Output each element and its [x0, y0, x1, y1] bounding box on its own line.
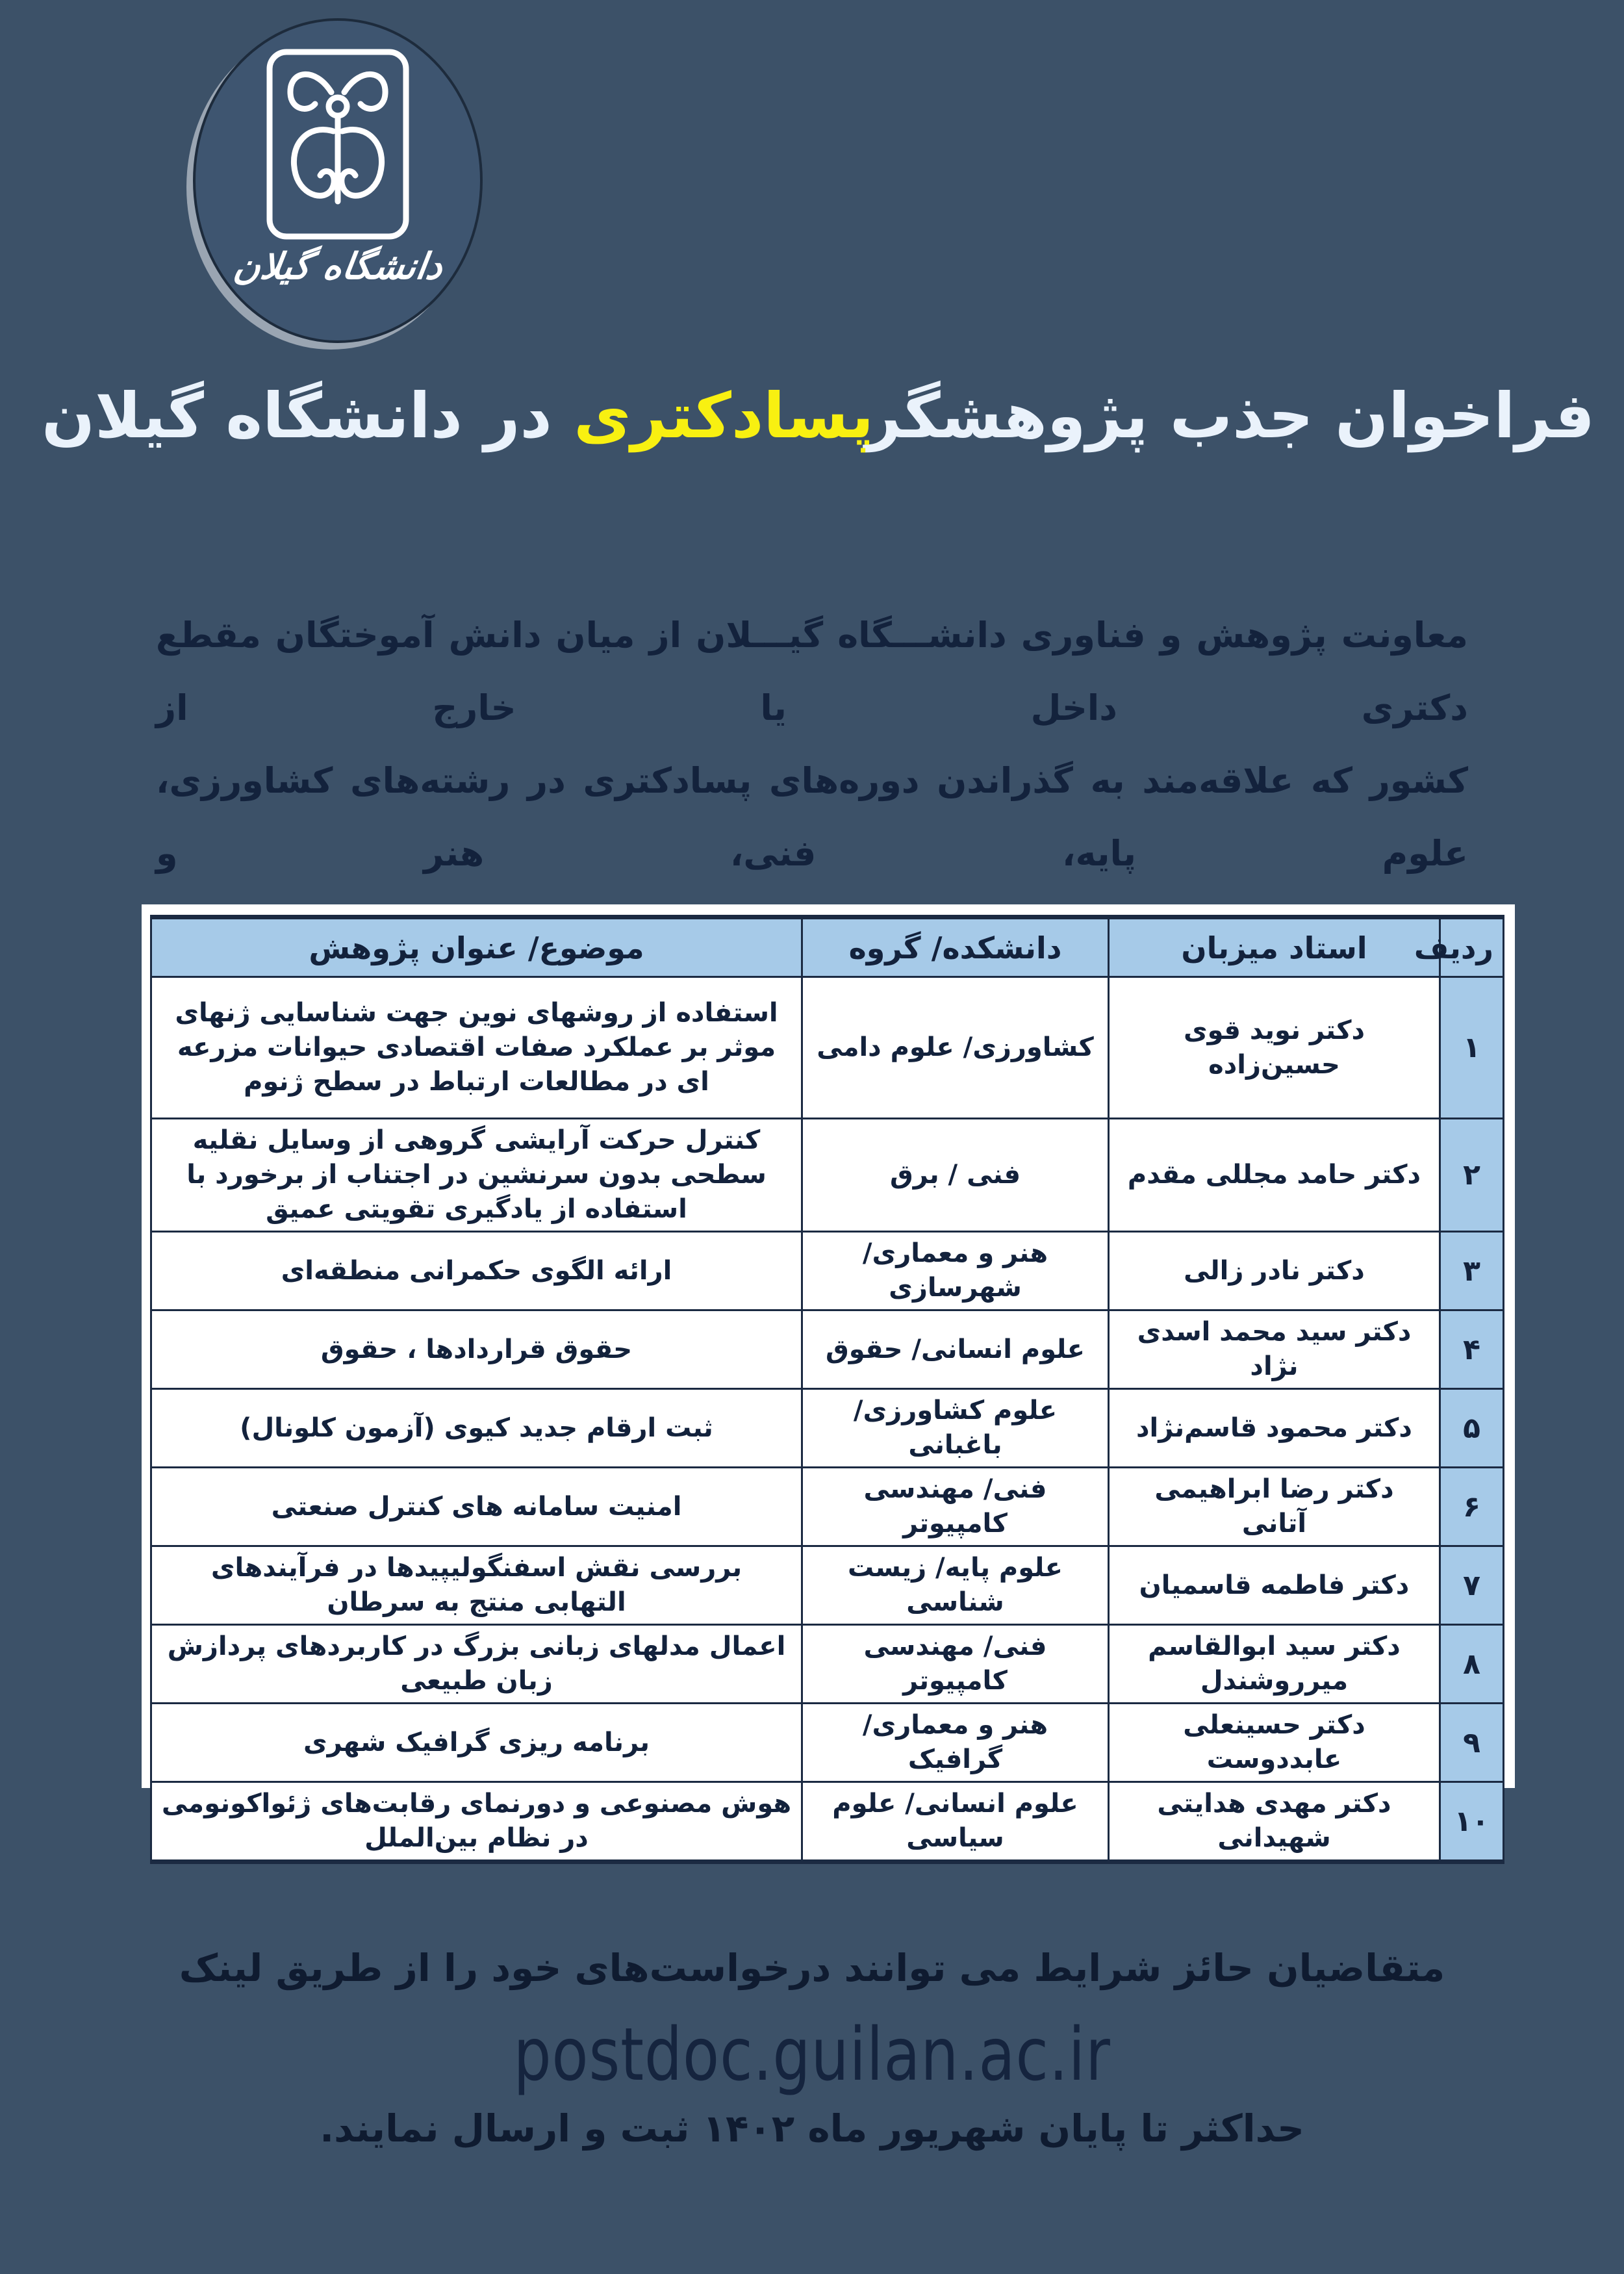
banner-title-sub: پسادکتری​ در دانشگاه گیلان — [42, 379, 874, 452]
header-research-topic: موضوع/ عنوان پژوهش — [150, 915, 803, 978]
header-faculty-group: دانشکده/ گروه — [801, 915, 1110, 978]
row-index-cell: ۸ — [1439, 1624, 1504, 1704]
row-index-cell: ۱ — [1439, 976, 1504, 1119]
banner-subtitle-text: در دانشگاه گیلان — [42, 379, 552, 452]
row-index-cell: ۲ — [1439, 1118, 1504, 1233]
table-row: ۵ دکتر محمود قاسم‌نژاد علوم کشاورزی/ باغبا… — [150, 1388, 1504, 1468]
professor-cell: دکتر نادر زالی — [1108, 1231, 1441, 1311]
faculty-cell: فنی/ مهندسی کامپیوتر — [801, 1624, 1110, 1704]
research-table-panel: ردیف استاد میزبان دانشکده/ گروه موضوع/ ع… — [142, 904, 1515, 1864]
topic-cell: بررسی نقش اسفنگولیپیدها در فرآیندهای الت… — [150, 1545, 803, 1626]
banner-title-text: فراخوان جذب پژوهشگر — [865, 379, 1595, 452]
table-row: ۲ دکتر حامد مجللی مقدم فنی / برق کنترل حرکت… — [150, 1118, 1504, 1233]
table-row: ۸ دکتر سید ابوالقاسم میرروشندل فنی/ مهندسی… — [150, 1624, 1504, 1704]
university-emblem-icon — [266, 49, 409, 240]
faculty-cell: فنی / برق — [801, 1118, 1110, 1233]
research-table: ردیف استاد میزبان دانشکده/ گروه موضوع/ ع… — [150, 915, 1504, 1864]
topic-cell: امنیت سامانه های کنترل صنعتی — [150, 1466, 803, 1547]
row-index-cell: ۷ — [1439, 1545, 1504, 1626]
professor-cell: دکتر سید ابوالقاسم میرروشندل — [1108, 1624, 1441, 1704]
row-index-cell: ۵ — [1439, 1388, 1504, 1468]
table-header-row: ردیف استاد میزبان دانشکده/ گروه موضوع/ ع… — [150, 915, 1504, 978]
topic-cell: استفاده از روشهای نوین جهت شناسایی ژنهای… — [150, 976, 803, 1119]
topic-cell: ثبت ارقام جدید کیوی (آزمون کلونال) — [150, 1388, 803, 1468]
footer-deadline-line: حداکثر تا پایان شهریور ماه ۱۴۰۲ ثبت و ار… — [320, 2106, 1304, 2151]
banner-title-main: فراخوان جذب پژوهشگر — [865, 359, 1595, 473]
intro-line: معاونت پژوهش و فناوری دانشـــگاه گیـــلا… — [156, 615, 1468, 728]
faculty-cell: هنر و معماری/ شهرسازی — [801, 1231, 1110, 1311]
topic-cell: هوش مصنوعی و دورنمای رقابت‌های ژئواکونوم… — [150, 1781, 803, 1864]
row-index-cell: ۱۰ — [1439, 1781, 1504, 1864]
banner-highlight-word: پسادکتری — [574, 379, 874, 452]
table-row: ۱۰ دکتر مهدی هدایتی شهیدانی علوم انسانی/ ع… — [150, 1781, 1504, 1864]
faculty-cell: هنر و معماری/ گرافیک — [801, 1702, 1110, 1783]
faculty-cell: فنی/ مهندسی کامپیوتر — [801, 1466, 1110, 1547]
footer-instruction-line: متقاضیان حائز شرایط می توانند درخواست‌ها… — [179, 1946, 1445, 1990]
university-logo: دانشگاه گیلان — [193, 18, 483, 343]
faculty-cell: علوم کشاورزی/ باغبانی — [801, 1388, 1110, 1468]
table-row: ۶ دکتر رضا ابراهیمی آتانی فنی/ مهندسی کامپ… — [150, 1466, 1504, 1547]
professor-cell: دکتر رضا ابراهیمی آتانی — [1108, 1466, 1441, 1547]
professor-cell: دکتر مهدی هدایتی شهیدانی — [1108, 1781, 1441, 1864]
professor-cell: دکتر نوید قوی حسین‌زاده — [1108, 976, 1441, 1119]
header-host-professor: استاد میزبان — [1108, 915, 1441, 978]
table-row: ۱ دکتر نوید قوی حسین‌زاده کشاورزی/ علوم دا… — [150, 976, 1504, 1119]
professor-cell: دکتر محمود قاسم‌نژاد — [1108, 1388, 1441, 1468]
faculty-cell: علوم انسانی/ حقوق — [801, 1309, 1110, 1390]
university-logo-name: دانشگاه گیلان — [230, 246, 446, 288]
professor-cell: دکتر حسینعلی عابددوست — [1108, 1702, 1441, 1783]
faculty-cell: علوم انسانی/ علوم سیاسی — [801, 1781, 1110, 1864]
table-body: ۱ دکتر نوید قوی حسین‌زاده کشاورزی/ علوم دا… — [150, 976, 1504, 1864]
header-row-number: ردیف — [1414, 915, 1504, 978]
table-row: ۷ دکتر فاطمه قاسمیان علوم پایه/ زیست شناسی… — [150, 1545, 1504, 1626]
topic-cell: اعمال مدلهای زبانی بزرگ در کاربردهای پرد… — [150, 1624, 803, 1704]
row-index-cell: ۶ — [1439, 1466, 1504, 1547]
professor-cell: دکتر حامد مجللی مقدم — [1108, 1118, 1441, 1233]
topic-cell: ارائه الگوی حکمرانی منطقه‌ای — [150, 1231, 803, 1311]
postdoc-link[interactable]: postdoc.guilan.ac.ir — [513, 2013, 1111, 2097]
topic-cell: برنامه ریزی گرافیک شهری — [150, 1702, 803, 1783]
faculty-cell: علوم پایه/ زیست شناسی — [801, 1545, 1110, 1626]
table-row: ۴ دکتر سید محمد اسدی نژاد علوم انسانی/ حقو… — [150, 1309, 1504, 1390]
professor-cell: دکتر سید محمد اسدی نژاد — [1108, 1309, 1441, 1390]
topic-cell: حقوق قراردادها ، حقوق — [150, 1309, 803, 1390]
topic-cell: کنترل حرکت آرایشی گروهی از وسایل نقلیه س… — [150, 1118, 803, 1233]
table-row: ۹ دکتر حسینعلی عابددوست هنر و معماری/ گراف… — [150, 1702, 1504, 1783]
row-index-cell: ۹ — [1439, 1702, 1504, 1783]
table-row: ۳ دکتر نادر زالی هنر و معماری/ شهرسازی ارائ… — [150, 1231, 1504, 1311]
row-index-cell: ۳ — [1439, 1231, 1504, 1311]
intro-line: کشور که علاقه‌مند به گذراندن دوره‌های پس… — [156, 760, 1468, 874]
professor-cell: دکتر فاطمه قاسمیان — [1108, 1545, 1441, 1626]
faculty-cell: کشاورزی/ علوم دامی — [801, 976, 1110, 1119]
row-index-cell: ۴ — [1439, 1309, 1504, 1390]
